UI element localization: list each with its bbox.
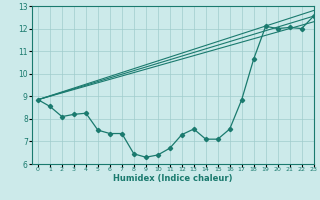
- X-axis label: Humidex (Indice chaleur): Humidex (Indice chaleur): [113, 174, 233, 183]
